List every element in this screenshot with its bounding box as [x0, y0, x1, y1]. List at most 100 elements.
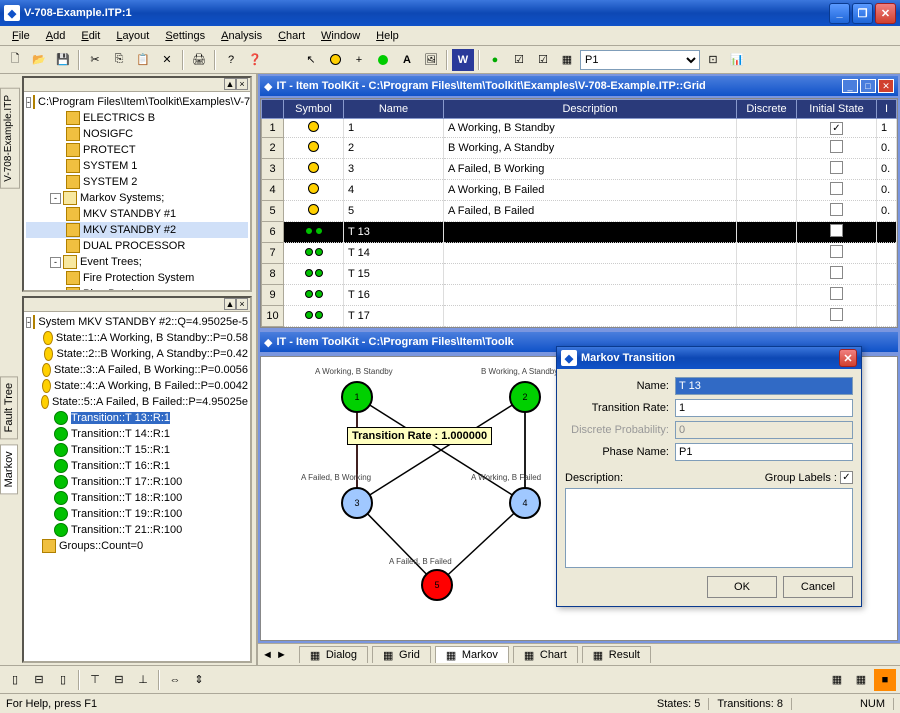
tree-item[interactable]: Transition::T 17::R:100 — [26, 474, 248, 490]
menu-help[interactable]: Help — [368, 28, 407, 44]
diagram-node-3[interactable]: 3 — [341, 487, 373, 519]
tab-result[interactable]: ▦Result — [582, 646, 651, 663]
tree-item[interactable]: Transition::T 13::R:1 — [26, 410, 248, 426]
chart-button[interactable]: 📊 — [726, 49, 748, 71]
ok-button[interactable]: OK — [707, 576, 777, 598]
tree2-close-button[interactable]: × — [236, 298, 248, 310]
plus-button[interactable]: + — [348, 49, 370, 71]
save-button[interactable]: 💾 — [52, 49, 74, 71]
group-checkbox[interactable]: ✓ — [840, 471, 853, 484]
tree2-up-button[interactable]: ▲ — [224, 298, 236, 310]
tree-item[interactable]: Groups::Count=0 — [26, 538, 248, 554]
color-icon[interactable]: ■ — [874, 669, 896, 691]
menu-layout[interactable]: Layout — [108, 28, 157, 44]
name-input[interactable] — [675, 377, 853, 395]
table-button[interactable]: ▦ — [556, 49, 578, 71]
tree-item[interactable]: -Event Trees; — [26, 254, 248, 270]
grid-max-button[interactable]: □ — [860, 79, 876, 93]
vtab-fault-tree[interactable]: Fault Tree — [0, 376, 18, 440]
dialog-close-button[interactable]: ✕ — [839, 349, 857, 367]
align-h-icon[interactable]: ⊟ — [28, 669, 50, 691]
tree-item[interactable]: -Markov Systems; — [26, 190, 248, 206]
cut-button[interactable]: ✂ — [84, 49, 106, 71]
tree-close-button[interactable]: × — [236, 78, 248, 90]
tree-path[interactable]: -C:\Program Files\Item\Toolkit\Examples\… — [26, 94, 248, 110]
diagram-node-2[interactable]: 2 — [509, 381, 541, 413]
table-row[interactable]: 44A Working, B Failed0. — [262, 180, 897, 201]
delete-button[interactable]: ✕ — [156, 49, 178, 71]
phase-input[interactable] — [675, 443, 853, 461]
close-button[interactable]: ✕ — [875, 3, 896, 24]
table-row[interactable]: 11A Working, B Standby✓1 — [262, 119, 897, 138]
tree-item[interactable]: DUAL PROCESSOR — [26, 238, 248, 254]
diagram-node-4[interactable]: 4 — [509, 487, 541, 519]
minimize-button[interactable]: _ — [829, 3, 850, 24]
tree-item[interactable]: -System MKV STANDBY #2::Q=4.95025e-5 — [26, 314, 248, 330]
align-right-icon[interactable]: ▯ — [52, 669, 74, 691]
table-row[interactable]: 10T 17 — [262, 306, 897, 327]
tree-up-button[interactable]: ▲ — [224, 78, 236, 90]
tree-item[interactable]: State::5::A Failed, B Failed::P=4.95025e — [26, 394, 248, 410]
new-button[interactable]: 🗋 — [4, 49, 26, 71]
tree-item[interactable]: Fire Protection System — [26, 270, 248, 286]
menu-edit[interactable]: Edit — [73, 28, 108, 44]
context-help-button[interactable]: ❓ — [244, 49, 266, 71]
menu-chart[interactable]: Chart — [270, 28, 313, 44]
tab-grid[interactable]: ▦Grid — [372, 646, 431, 663]
word-button[interactable]: W — [452, 49, 474, 71]
tree-item[interactable]: Transition::T 16::R:1 — [26, 458, 248, 474]
menu-add[interactable]: Add — [38, 28, 74, 44]
dist-v-icon[interactable]: ⇕ — [188, 669, 210, 691]
tree-item[interactable]: Transition::T 15::R:1 — [26, 442, 248, 458]
tree-item[interactable]: State::2::B Working, A Standby::P=0.42 — [26, 346, 248, 362]
run-button[interactable]: ● — [484, 49, 506, 71]
text-button[interactable]: A — [396, 49, 418, 71]
menu-file[interactable]: File — [4, 28, 38, 44]
table-row[interactable]: 9T 16 — [262, 285, 897, 306]
restore-button[interactable]: ❐ — [852, 3, 873, 24]
snap-icon[interactable]: ▦ — [850, 669, 872, 691]
tree-item[interactable]: Transition::T 21::R:100 — [26, 522, 248, 538]
grid-min-button[interactable]: _ — [842, 79, 858, 93]
rate-input[interactable] — [675, 399, 853, 417]
phase-select[interactable]: P1 — [580, 50, 700, 70]
table-row[interactable]: 55A Failed, B Failed0. — [262, 201, 897, 222]
tree-item[interactable]: Transition::T 18::R:100 — [26, 490, 248, 506]
tree-item[interactable]: SYSTEM 2 — [26, 174, 248, 190]
grid-icon[interactable]: ▦ — [826, 669, 848, 691]
cancel-button[interactable]: Cancel — [783, 576, 853, 598]
menu-window[interactable]: Window — [313, 28, 368, 44]
grid-close-button[interactable]: ✕ — [878, 79, 894, 93]
left-vtab[interactable]: V-708-Example.ITP — [0, 88, 20, 189]
tree-item[interactable]: SYSTEM 1 — [26, 158, 248, 174]
tree-item[interactable]: State::3::A Failed, B Working::P=0.0056 — [26, 362, 248, 378]
open-button[interactable]: 📂 — [28, 49, 50, 71]
tree-item[interactable]: MKV STANDBY #1 — [26, 206, 248, 222]
options-button[interactable]: ☑ — [532, 49, 554, 71]
print-button[interactable]: 🖨 — [188, 49, 210, 71]
yellow-circle-button[interactable] — [324, 49, 346, 71]
table-row[interactable]: 8T 15 — [262, 264, 897, 285]
tab-markov[interactable]: ▦Markov — [435, 646, 509, 663]
tree-item[interactable]: State::1::A Working, B Standby::P=0.58 — [26, 330, 248, 346]
diagram-node-1[interactable]: 1 — [341, 381, 373, 413]
tree-item[interactable]: State::4::A Working, B Failed::P=0.0042 — [26, 378, 248, 394]
dist-h-icon[interactable]: ⇔ — [164, 669, 186, 691]
pointer-button[interactable]: ↖ — [300, 49, 322, 71]
table-row[interactable]: 7T 14 — [262, 243, 897, 264]
help-button[interactable]: ? — [220, 49, 242, 71]
tree-item[interactable]: Transition::T 19::R:100 — [26, 506, 248, 522]
check-button[interactable]: ☑ — [508, 49, 530, 71]
tree-item[interactable]: MKV STANDBY #2 — [26, 222, 248, 238]
diagram-node-5[interactable]: 5 — [421, 569, 453, 601]
description-textarea[interactable] — [565, 488, 853, 568]
tab-chart[interactable]: ▦Chart — [513, 646, 578, 663]
align-bottom-icon[interactable]: ⊥ — [132, 669, 154, 691]
paste-button[interactable]: 📋 — [132, 49, 154, 71]
copy-button[interactable]: ⎘ — [108, 49, 130, 71]
zoom-fit-button[interactable]: ⊡ — [702, 49, 724, 71]
tree-item[interactable]: ELECTRICS B — [26, 110, 248, 126]
tree-item[interactable]: Pipe Break — [26, 286, 248, 290]
tree-item[interactable]: NOSIGFC — [26, 126, 248, 142]
green-circle-button[interactable] — [372, 49, 394, 71]
